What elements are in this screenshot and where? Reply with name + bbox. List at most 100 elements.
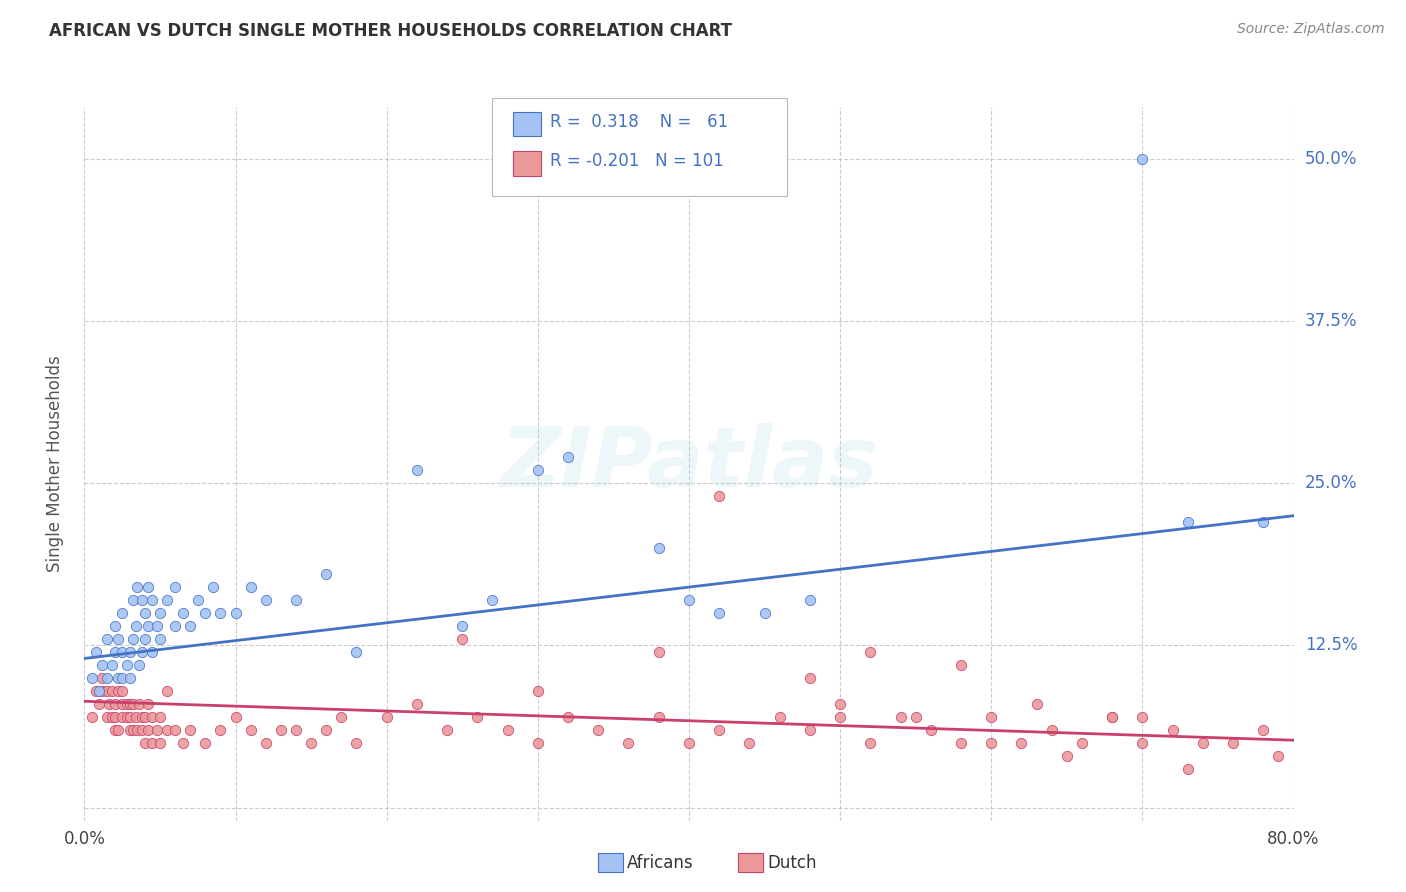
Text: Africans: Africans bbox=[627, 854, 693, 871]
Point bbox=[111, 671, 134, 685]
Text: ZIPatlas: ZIPatlas bbox=[501, 424, 877, 504]
Point bbox=[201, 580, 224, 594]
Point bbox=[1251, 723, 1274, 737]
Point bbox=[131, 723, 153, 737]
Point bbox=[859, 645, 882, 659]
Point bbox=[1177, 515, 1199, 529]
Point bbox=[134, 710, 156, 724]
Point bbox=[1251, 515, 1274, 529]
Point bbox=[134, 606, 156, 620]
Point bbox=[141, 645, 163, 659]
Point bbox=[1130, 736, 1153, 750]
Point bbox=[115, 710, 138, 724]
Point bbox=[146, 723, 169, 737]
Point bbox=[451, 619, 474, 633]
Point bbox=[111, 645, 134, 659]
Point bbox=[738, 736, 761, 750]
Point bbox=[315, 567, 337, 582]
Point bbox=[125, 619, 148, 633]
Point bbox=[754, 606, 776, 620]
Point bbox=[121, 697, 143, 711]
Point bbox=[239, 723, 262, 737]
Point bbox=[451, 632, 474, 646]
Point bbox=[467, 710, 489, 724]
Point bbox=[127, 723, 149, 737]
Point bbox=[131, 593, 153, 607]
Point bbox=[179, 723, 201, 737]
Point bbox=[315, 723, 337, 737]
Point bbox=[131, 710, 153, 724]
Point bbox=[1177, 762, 1199, 776]
Point bbox=[187, 593, 209, 607]
Point bbox=[299, 736, 322, 750]
Point bbox=[111, 710, 134, 724]
Point bbox=[904, 710, 927, 724]
Point bbox=[1130, 152, 1153, 166]
Point bbox=[588, 723, 610, 737]
Point bbox=[194, 736, 217, 750]
Point bbox=[647, 541, 671, 556]
Point bbox=[107, 684, 129, 698]
Point bbox=[375, 710, 398, 724]
Point bbox=[156, 684, 179, 698]
Text: 37.5%: 37.5% bbox=[1305, 312, 1357, 330]
Point bbox=[1130, 710, 1153, 724]
Point bbox=[496, 723, 519, 737]
Point bbox=[709, 606, 731, 620]
Text: Dutch: Dutch bbox=[768, 854, 817, 871]
Point bbox=[436, 723, 458, 737]
Point bbox=[346, 645, 368, 659]
Point bbox=[830, 697, 852, 711]
Point bbox=[526, 736, 548, 750]
Point bbox=[239, 580, 262, 594]
Point bbox=[134, 736, 156, 750]
Point bbox=[179, 619, 201, 633]
Point bbox=[149, 736, 172, 750]
Point bbox=[91, 684, 114, 698]
Point bbox=[89, 684, 111, 698]
Text: R = -0.201   N = 101: R = -0.201 N = 101 bbox=[550, 153, 724, 170]
Y-axis label: Single Mother Households: Single Mother Households bbox=[45, 356, 63, 572]
Point bbox=[1191, 736, 1213, 750]
Point bbox=[330, 710, 353, 724]
Point bbox=[149, 632, 172, 646]
Point bbox=[118, 645, 141, 659]
Point bbox=[284, 593, 308, 607]
Point bbox=[225, 710, 247, 724]
Point bbox=[100, 710, 122, 724]
Point bbox=[100, 657, 122, 672]
Point bbox=[225, 606, 247, 620]
Point bbox=[107, 671, 129, 685]
Point bbox=[97, 697, 120, 711]
Point bbox=[107, 723, 129, 737]
Point bbox=[131, 645, 153, 659]
Point bbox=[128, 657, 150, 672]
Point bbox=[134, 632, 156, 646]
Point bbox=[709, 489, 731, 503]
Point bbox=[678, 736, 700, 750]
Point bbox=[678, 593, 700, 607]
Point bbox=[121, 723, 143, 737]
Point bbox=[270, 723, 292, 737]
Point bbox=[96, 632, 118, 646]
Point bbox=[156, 723, 179, 737]
Point bbox=[118, 697, 141, 711]
Point bbox=[136, 723, 159, 737]
Point bbox=[1010, 736, 1032, 750]
Point bbox=[115, 697, 138, 711]
Point bbox=[346, 736, 368, 750]
Point bbox=[96, 671, 118, 685]
Point bbox=[481, 593, 503, 607]
Point bbox=[104, 645, 127, 659]
Point bbox=[104, 710, 127, 724]
Point bbox=[127, 580, 149, 594]
Point bbox=[1071, 736, 1094, 750]
Point bbox=[1040, 723, 1063, 737]
Point bbox=[104, 723, 127, 737]
Point bbox=[194, 606, 217, 620]
Point bbox=[91, 657, 114, 672]
Text: R =  0.318    N =   61: R = 0.318 N = 61 bbox=[550, 113, 728, 131]
Point bbox=[104, 619, 127, 633]
Point bbox=[830, 710, 852, 724]
Point bbox=[1025, 697, 1047, 711]
